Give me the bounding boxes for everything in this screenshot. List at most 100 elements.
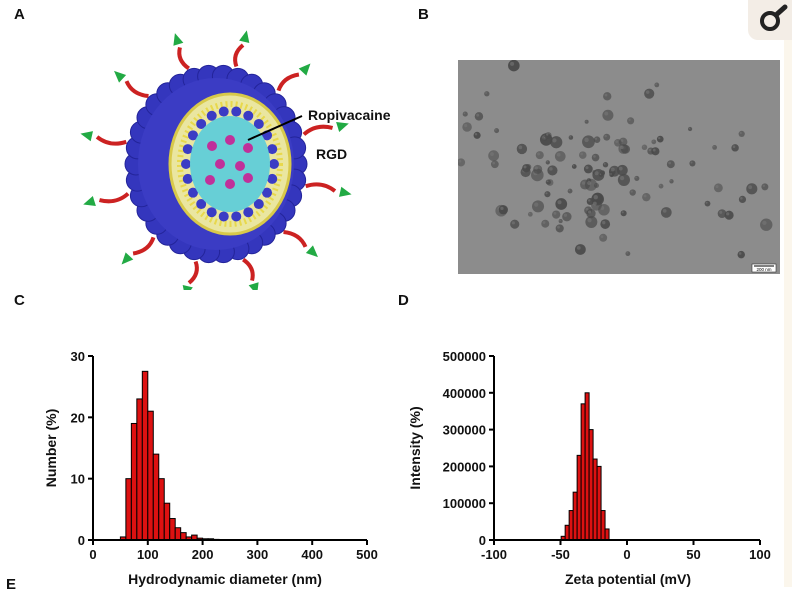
particle [602,109,614,121]
aqueous-core [190,116,270,212]
x-tick-label: 50 [686,547,700,562]
rgd-tip [239,30,250,43]
bar [600,510,606,541]
panel-letter-e: E [6,576,17,593]
rgd-tip [339,186,352,197]
y-axis-label: Number (%) [43,409,59,488]
particle [641,144,648,151]
y-tick-label: 20 [71,410,85,425]
bar [564,524,570,541]
particle [651,139,657,145]
rgd-ligands [80,30,352,290]
y-tick-label: 0 [78,533,85,548]
inner-lipid-head [269,159,279,169]
particle [510,219,520,229]
inner-lipid-head [231,211,242,222]
inner-lipid-head [253,118,264,129]
rgd-label: RGD [316,146,347,162]
rgd-tip [336,121,349,132]
bar [592,458,598,541]
page-edge [784,40,792,587]
particle [535,151,544,160]
inner-lipid-head [218,211,229,222]
bar [174,527,182,541]
drug-molecule [215,159,225,169]
particle [713,183,723,193]
inner-lipid-head [196,199,207,210]
drug-molecule [243,143,253,153]
y-tick-label: 0 [479,533,486,548]
particle [545,160,550,165]
peg-linker [283,229,308,248]
particle [582,135,595,149]
particle [574,244,586,255]
particle [656,135,664,143]
particle [629,189,636,196]
particle [484,91,490,97]
particle [658,183,664,189]
particle [738,130,745,138]
particle [494,128,500,134]
bar [572,491,578,541]
rgd-tip [298,63,311,76]
rgd-tip [182,285,193,290]
zeta-potential-chart: -100 -50 0 50 100 0 100000 200000 300000 400000 50… [407,349,771,587]
particle [584,119,589,124]
x-tick-label: -50 [551,547,570,562]
x-tick-label: 100 [749,547,771,562]
drug-molecule [243,173,253,183]
rgd-tip [114,70,127,83]
magnifier-icon [760,4,788,31]
particle [585,216,598,229]
particle [760,218,773,231]
panel-letter-b: B [418,6,429,23]
zoom-tool-button[interactable] [748,0,792,40]
peg-linker [98,192,130,204]
peg-linker [177,46,190,71]
particle [545,179,551,185]
particle [591,153,600,162]
size-distribution-chart: 0 100 200 300 400 500 0 10 20 30 Hydrodynamic dia… [43,349,378,587]
x-tick-label: 200 [192,547,214,562]
particle [554,150,566,162]
particle [724,210,734,220]
inner-lipid-head [218,106,229,117]
particle [603,133,611,141]
y-tick-label: 100000 [443,496,486,511]
panel-letter-c: C [14,292,25,309]
inner-lipid-head [181,159,191,169]
rgd-tip [248,282,259,290]
particle [473,131,481,139]
particle [583,164,593,174]
particle [689,160,696,167]
bar [580,403,586,541]
inner-lipid-head [206,207,217,218]
particle [625,251,631,257]
drug-molecule [207,141,217,151]
y-tick-label: 300000 [443,423,486,438]
x-tick-label: -100 [481,547,507,562]
particle [584,178,598,191]
peg-linker [242,257,255,282]
particle [687,126,693,132]
particle [627,117,635,125]
particle [527,211,533,217]
particle [609,172,615,178]
particle [490,160,499,169]
y-axis-label: Intensity (%) [407,406,423,489]
particle [552,210,561,219]
bar [604,528,610,541]
y-tick-label: 30 [71,349,85,364]
bar [180,532,187,541]
particle [642,192,651,202]
inner-lipid-head [262,187,273,198]
drug-molecule [225,135,235,145]
bar [576,454,582,541]
bar [125,478,132,541]
inner-lipid-head [243,207,254,218]
inner-lipid-head [206,110,217,121]
scale-bar-label: 200 nm [756,267,771,272]
particle [746,183,758,195]
particle [644,88,655,99]
panel-letter-d: D [398,292,409,309]
